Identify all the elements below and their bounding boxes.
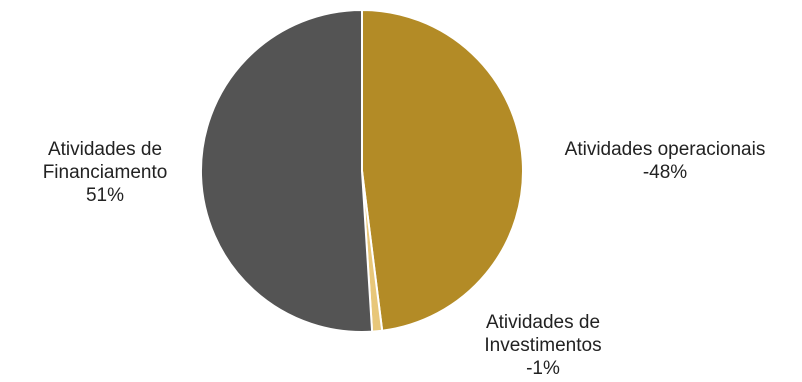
slice-value-investimentos: -1% [526, 358, 560, 379]
slice-label-investimentos: Atividades de Investimentos -1% [448, 311, 638, 380]
slice-label-financiamento-line-2: Financiamento [42, 162, 168, 183]
slice-label-financiamento: Atividades de Financiamento 51% [10, 138, 200, 207]
slice-label-operacionais: Atividades operacionais -48% [530, 138, 800, 184]
slice-label-investimentos-line-2: Investimentos [484, 335, 602, 356]
slice-value-operacionais: -48% [642, 162, 688, 183]
slice-label-investimentos-line-1: Atividades de [485, 312, 601, 333]
pie-slice-operacionais [361, 9, 524, 332]
slice-label-operacionais-line-1: Atividades operacionais [564, 139, 766, 160]
slice-label-financiamento-line-1: Atividades de [47, 139, 163, 160]
slice-value-financiamento: 51% [85, 185, 125, 206]
pie-slice-financiamento [199, 9, 374, 333]
pie-slices [199, 9, 524, 333]
